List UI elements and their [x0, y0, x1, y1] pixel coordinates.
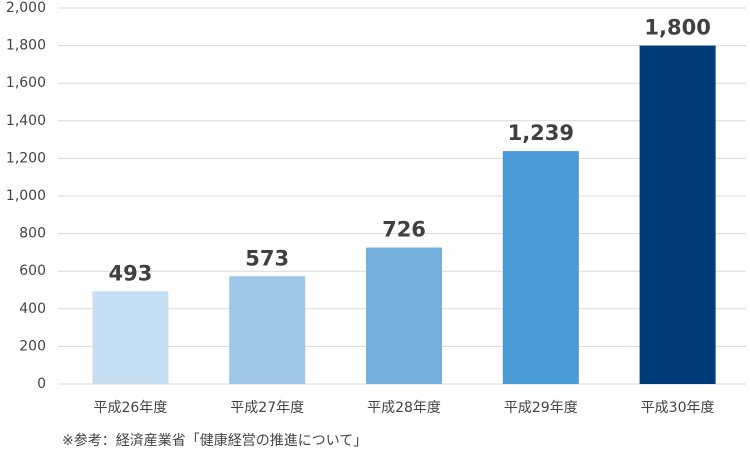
value-label: 726: [382, 218, 426, 242]
x-tick-label: 平成27年度: [230, 400, 304, 416]
y-tick-label: 600: [19, 263, 46, 279]
y-tick-label: 800: [19, 226, 46, 242]
value-label: 573: [245, 246, 289, 270]
value-label: 493: [108, 261, 152, 285]
x-tick-label: 平成26年度: [93, 400, 167, 416]
y-tick-label: 400: [19, 301, 46, 317]
y-tick-label: 1,200: [6, 150, 46, 166]
bar: [366, 247, 442, 384]
x-tick-label: 平成30年度: [641, 400, 715, 416]
value-label: 1,800: [644, 16, 710, 40]
x-tick-label: 平成29年度: [504, 400, 578, 416]
x-tick-label: 平成28年度: [367, 400, 441, 416]
bar: [229, 276, 306, 384]
y-tick-label: 1,800: [6, 38, 46, 54]
bar: [639, 45, 716, 384]
y-tick-label: 2,000: [6, 0, 46, 16]
y-tick-label: 0: [37, 376, 46, 392]
bar: [92, 291, 169, 384]
value-label: 1,239: [508, 121, 574, 145]
bar: [502, 151, 579, 384]
y-tick-label: 1,400: [6, 113, 46, 129]
y-tick-label: 200: [19, 338, 46, 354]
y-tick-label: 1,000: [6, 188, 46, 204]
y-tick-label: 1,600: [6, 75, 46, 91]
footnote: ※参考：経済産業省「健康経営の推進について」: [62, 432, 367, 449]
